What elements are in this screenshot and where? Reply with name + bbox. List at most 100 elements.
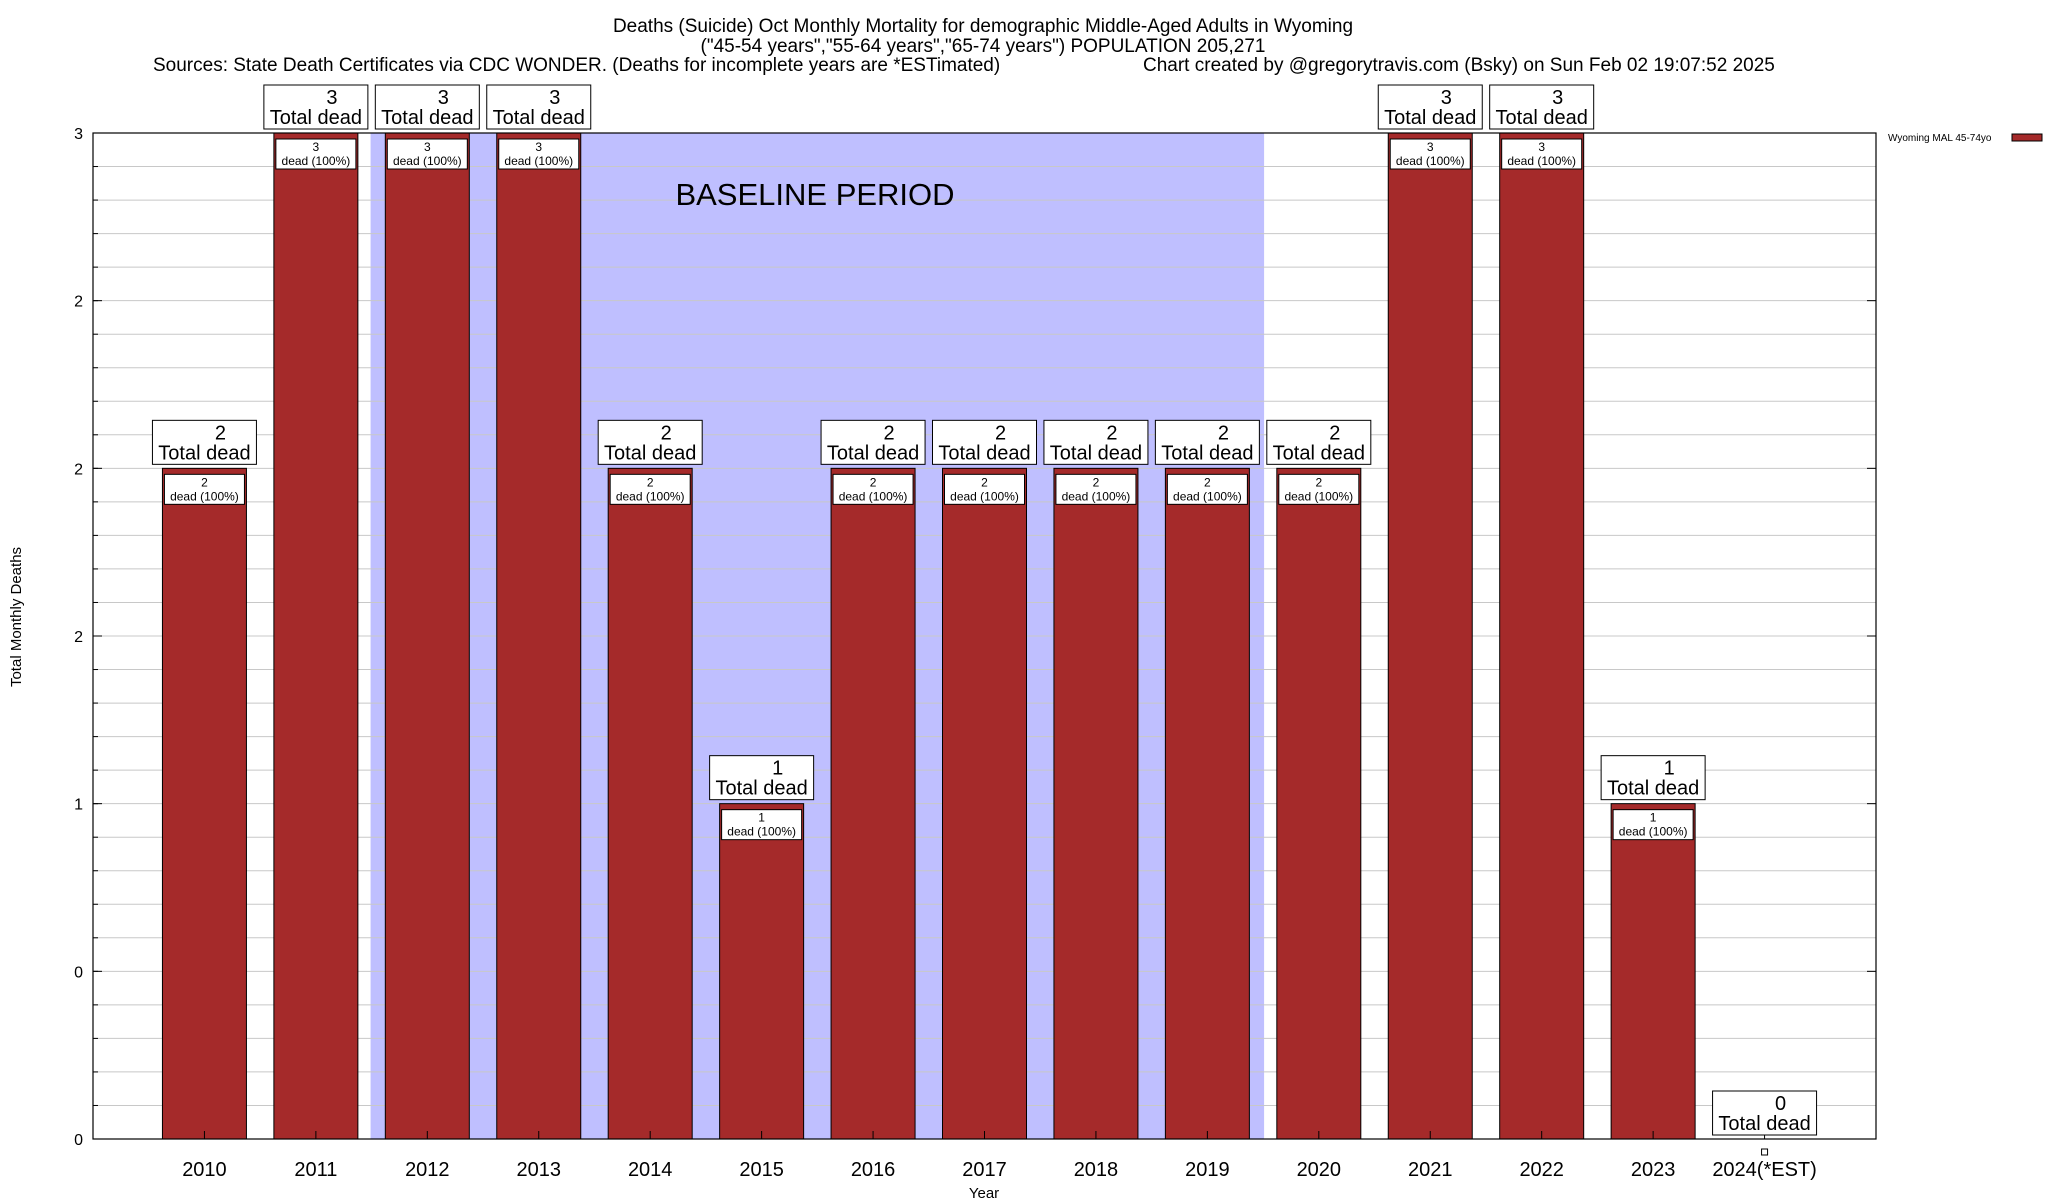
total-label-box [820,419,926,465]
inner-label-text: dead (100%) [170,489,239,503]
bar [1164,467,1250,1140]
inner-label-text: dead (100%) [282,154,351,168]
total-label-box [1489,84,1595,130]
y-tick-label: 2 [74,461,83,478]
total-label-text: Total dead [1384,107,1476,129]
x-tick-label: 2024(*EST) [1712,1159,1817,1181]
total-label-count: 2 [661,422,672,444]
x-tick-label: 2023 [1631,1159,1676,1181]
total-label-text: Total dead [715,778,807,800]
bar [1499,132,1585,1140]
inner-label-count: 3 [1427,140,1434,154]
inner-label-count: 3 [424,140,431,154]
bar [496,132,582,1140]
x-tick-label: 2015 [739,1159,784,1181]
inner-label-count: 1 [1650,811,1657,825]
x-tick-label: 2013 [517,1159,562,1181]
inner-label-count: 2 [201,475,208,489]
inner-label-box [1278,473,1360,505]
x-tick-label: 2019 [1185,1159,1230,1181]
x-axis-ticks: 2010 2011 2012 2013 2014 2015 2016 2017 2018 2019… [182,1131,1817,1181]
bar [1053,467,1139,1140]
inner-label-text: dead (100%) [1284,489,1353,503]
inner-label-box [163,473,245,505]
total-label-count: 2 [995,422,1006,444]
total-label-box [932,419,1037,465]
bars-layer [161,132,1769,1156]
x-tick-label: 2011 [294,1159,337,1181]
bar [942,467,1027,1140]
total-label-text: Total dead [1496,107,1588,129]
inner-label-count: 1 [758,811,765,825]
total-label-text: Total dead [158,442,250,464]
total-label-box [597,419,703,465]
legend: Wyoming MAL 45-74yo [1888,133,2043,144]
total-label-text: Total dead [1273,442,1365,464]
inner-label-count: 2 [870,475,877,489]
chart-credit: Chart created by @gregorytravis.com (Bsk… [1143,55,1775,76]
bar-marker [1761,1148,1769,1156]
total-label-count: 2 [1218,422,1229,444]
inner-label-count: 2 [981,475,988,489]
inner-label-text: dead (100%) [1507,154,1576,168]
bar [273,132,359,1140]
chart-sources: Sources: State Death Certificates via CD… [153,55,1000,76]
x-tick-label: 2010 [182,1159,227,1181]
x-tick-label: 2012 [405,1159,450,1181]
bar [384,132,470,1140]
legend-swatch [2011,133,2043,142]
x-axis-label: Year [969,1185,999,1200]
total-label-text: Total dead [493,107,585,129]
inner-label-count: 2 [647,475,654,489]
inner-label-box [1166,473,1248,505]
total-label-text: Total dead [938,442,1030,464]
baseline-period-label: BASELINE PERIOD [675,177,954,212]
total-label-count: 1 [772,758,783,780]
bar [1276,467,1362,1140]
total-label-box [263,84,369,130]
inner-label-box [498,138,580,170]
total-label-box [709,755,815,801]
inner-label-count: 2 [1204,475,1211,489]
total-label-count: 3 [1441,87,1452,109]
inner-label-box [1389,138,1471,170]
total-label-box [1377,84,1483,130]
bar [830,467,916,1140]
inner-label-count: 3 [535,140,542,154]
inner-label-count: 3 [1538,140,1545,154]
total-label-box [151,419,257,465]
total-label-count: 3 [549,87,560,109]
total-label-text: Total dead [1050,442,1142,464]
chart-subtitle: ("45-54 years","55-64 years","65-74 year… [701,36,1266,57]
bar [161,467,247,1140]
total-label-text: Total dead [827,442,919,464]
x-tick-label: 2021 [1408,1159,1453,1181]
total-label-text: Total dead [270,107,362,129]
inner-label-box [275,138,357,170]
y-tick-label: 2 [74,629,83,646]
bar [1610,803,1696,1140]
total-label-box [1712,1090,1818,1136]
total-label-text: Total dead [604,442,696,464]
total-label-box [1154,419,1260,465]
y-axis-ticks: 0 0 1 2 2 2 3 [74,126,1876,1149]
y-tick-label: 0 [74,1132,83,1149]
inner-label-box [1055,473,1137,505]
inner-label-text: dead (100%) [1062,489,1131,503]
x-tick-label: 2014 [628,1159,673,1181]
total-label-box [374,84,480,130]
y-tick-label: 3 [74,126,83,143]
inner-label-text: dead (100%) [504,154,573,168]
total-label-count: 3 [438,87,449,109]
inner-label-box [832,473,914,505]
total-label-text: Total dead [1161,442,1253,464]
x-tick-label: 2020 [1297,1159,1342,1181]
total-label-count: 1 [1664,758,1675,780]
total-label-count: 2 [1329,422,1340,444]
inner-label-text: dead (100%) [727,825,796,839]
inner-label-count: 3 [313,140,320,154]
total-label-count: 2 [215,422,226,444]
total-label-count: 0 [1775,1093,1786,1115]
inner-label-box [1612,809,1694,841]
total-label-box [486,84,592,130]
